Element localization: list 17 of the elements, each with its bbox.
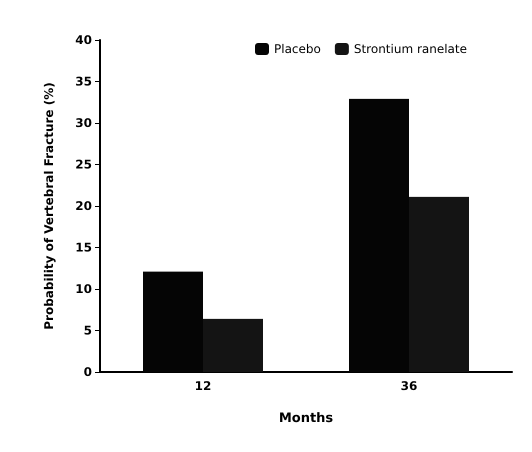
legend-label: Placebo bbox=[274, 42, 321, 56]
y-tick-label: 5 bbox=[84, 324, 92, 338]
y-tick-label: 10 bbox=[75, 282, 92, 296]
y-tick-label: 40 bbox=[75, 33, 92, 47]
bar bbox=[409, 196, 469, 372]
y-tick-label: 25 bbox=[75, 158, 92, 172]
bar bbox=[203, 318, 263, 372]
y-tick-label: 20 bbox=[75, 199, 92, 213]
x-tick-label: 12 bbox=[194, 379, 212, 393]
y-axis-title: Probability of Vertebral Fracture (%) bbox=[42, 82, 56, 330]
x-tick-label: 36 bbox=[400, 379, 418, 393]
y-tick-label: 0 bbox=[84, 365, 92, 379]
y-tick-label: 15 bbox=[75, 240, 92, 254]
y-tick-label: 30 bbox=[75, 116, 92, 130]
y-tick-label: 35 bbox=[75, 74, 92, 88]
x-axis-title: Months bbox=[278, 411, 334, 426]
legend-label: Strontium ranelate bbox=[354, 42, 468, 56]
